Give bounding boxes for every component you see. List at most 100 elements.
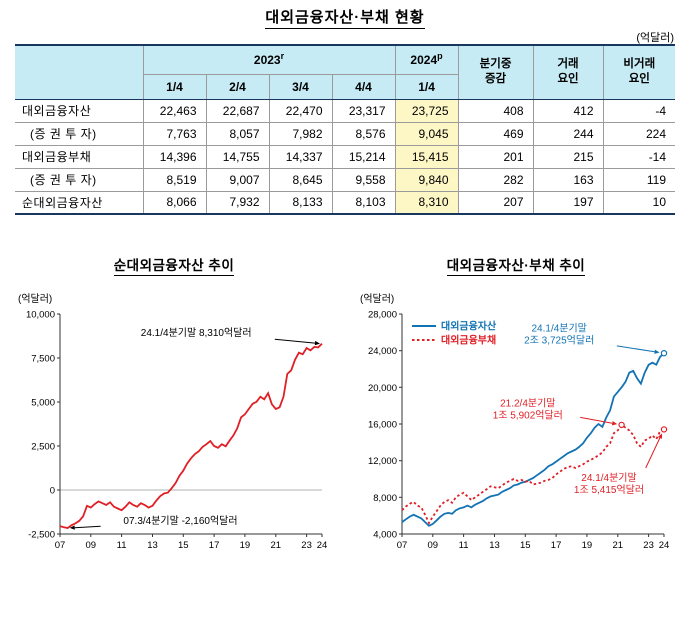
cell: 8,133 [268,190,333,215]
table-row-liabilities-securities: (증 권 투 자) 8,519 9,007 8,645 9,558 9,840 … [15,167,676,192]
cell: 7,932 [205,190,270,215]
cell: 408 [457,98,534,123]
svg-text:21: 21 [613,540,624,551]
svg-text:2,500: 2,500 [31,442,55,453]
row-label: 대외금융부채 [15,144,144,169]
net-iip-chart-canvas: (억달러) -2,500 0 2,500 5,000 7,500 10,000 07 09 11 1… [14,278,334,558]
cell: 14,396 [142,144,207,169]
table-row-liabilities: 대외금융부채 14,396 14,755 14,337 15,214 15,41… [15,144,676,169]
cell: 9,558 [331,167,396,192]
svg-text:13: 13 [489,540,500,551]
year-2023-sup: r [280,50,285,61]
cell: -4 [602,98,676,123]
svg-text:24.1/4분기말: 24.1/4분기말 [531,323,586,335]
cell: 8,519 [142,167,207,192]
svg-text:15: 15 [520,540,531,551]
col-2023-q1: 1/4 [143,73,207,100]
cell: 412 [532,98,604,123]
svg-text:0: 0 [50,486,55,497]
svg-text:11: 11 [117,540,127,551]
svg-text:11: 11 [459,540,469,551]
cell: 14,755 [205,144,270,169]
cell: 8,645 [268,167,333,192]
col-transaction-factor: 거래 요인 [532,44,604,100]
chart-title-text: 순대외금융자산 추이 [113,254,235,276]
cell: 15,214 [331,144,396,169]
cell: 14,337 [268,144,333,169]
svg-text:-2,500: -2,500 [28,530,55,541]
cell: 215 [532,144,604,169]
svg-text:24: 24 [659,540,670,551]
cell: 9,007 [205,167,270,192]
svg-text:21.2/4분기말: 21.2/4분기말 [500,397,555,409]
page-title: 대외금융자산·부채 현황 [0,6,690,29]
cell: 7,763 [142,121,207,146]
cell-highlight: 8,310 [394,190,459,215]
cell-highlight: 15,415 [394,144,459,169]
year-2024-sup: p [437,50,443,61]
iip-trend-chart-canvas: (억달러) 4,000 8,000 12,000 16,000 20,000 24,000 2… [356,278,676,558]
col-2024-q1: 1/4 [394,73,459,100]
svg-text:19: 19 [240,540,251,551]
cell: 8,576 [331,121,396,146]
svg-text:5,000: 5,000 [31,398,55,409]
svg-text:1조 5,415억달러: 1조 5,415억달러 [574,484,644,496]
svg-text:07.3/4분기말 -2,160억달러: 07.3/4분기말 -2,160억달러 [123,515,237,527]
table-row-assets: 대외금융자산 22,463 22,687 22,470 23,317 23,72… [15,98,676,123]
col-group-2023: 2023r [142,44,396,75]
year-2024: 2024 [410,52,438,67]
cell: 8,103 [331,190,396,215]
cell: 244 [532,121,604,146]
col-2023-q4: 4/4 [331,73,396,100]
svg-text:7,500: 7,500 [31,354,55,365]
svg-text:17: 17 [209,540,220,551]
svg-text:대외금융부채: 대외금융부채 [441,334,496,347]
cell: 207 [457,190,534,215]
cell: 197 [532,190,604,215]
svg-text:28,000: 28,000 [368,310,397,321]
cell: 10 [602,190,676,215]
svg-text:07: 07 [55,540,66,551]
iip-trend-chart: 대외금융자산·부채 추이 (억달러) 4,000 8,000 12,000 16,000… [356,254,676,558]
svg-text:09: 09 [86,540,97,551]
col-group-2024: 2024p [394,44,459,75]
svg-text:13: 13 [147,540,158,551]
cell-highlight: 9,045 [394,121,459,146]
svg-text:8,000: 8,000 [373,493,397,504]
row-label: (증 권 투 자) [15,121,144,146]
col-2023-q2: 2/4 [205,73,270,100]
net-iip-chart: 순대외금융자산 추이 (억달러) -2,500 0 2,500 5,000 7,500 10… [14,254,334,558]
svg-text:24: 24 [317,540,328,551]
svg-text:23: 23 [643,540,654,551]
cell: 163 [532,167,604,192]
col-nontransaction-factor: 비거래 요인 [602,44,676,100]
svg-text:1조 5,902억달러: 1조 5,902억달러 [493,409,563,421]
chart-title: 순대외금융자산 추이 [14,254,334,276]
svg-text:21: 21 [271,540,282,551]
chart-svg: (억달러) -2,500 0 2,500 5,000 7,500 10,000 07 09 11 1… [18,293,328,551]
cell-highlight: 23,725 [394,98,459,123]
svg-text:10,000: 10,000 [26,310,55,321]
svg-text:16,000: 16,000 [368,420,397,431]
chart-title-text: 대외금융자산·부채 추이 [446,254,586,276]
col-2023-q3: 3/4 [268,73,333,100]
svg-text:24.1/4분기말 8,310억달러: 24.1/4분기말 8,310억달러 [141,327,252,339]
svg-text:24,000: 24,000 [368,346,397,357]
corner-cell [15,44,144,100]
cell: 22,470 [268,98,333,123]
cell: 8,057 [205,121,270,146]
cell: -14 [602,144,676,169]
chart-title: 대외금융자산·부채 추이 [356,254,676,276]
page-title-text: 대외금융자산·부채 현황 [265,6,425,29]
cell: 7,982 [268,121,333,146]
iip-table: 2023r 2024p 분기중 증감 거래 요인 비거래 요인 1/4 2/4 … [15,44,676,215]
cell: 8,066 [142,190,207,215]
cell: 23,317 [331,98,396,123]
cell: 22,463 [142,98,207,123]
cell: 282 [457,167,534,192]
chart-svg: (억달러) 4,000 8,000 12,000 16,000 20,000 24,000 2… [360,293,670,551]
svg-text:(억달러): (억달러) [360,293,394,305]
svg-text:19: 19 [582,540,593,551]
cell: 119 [602,167,676,192]
